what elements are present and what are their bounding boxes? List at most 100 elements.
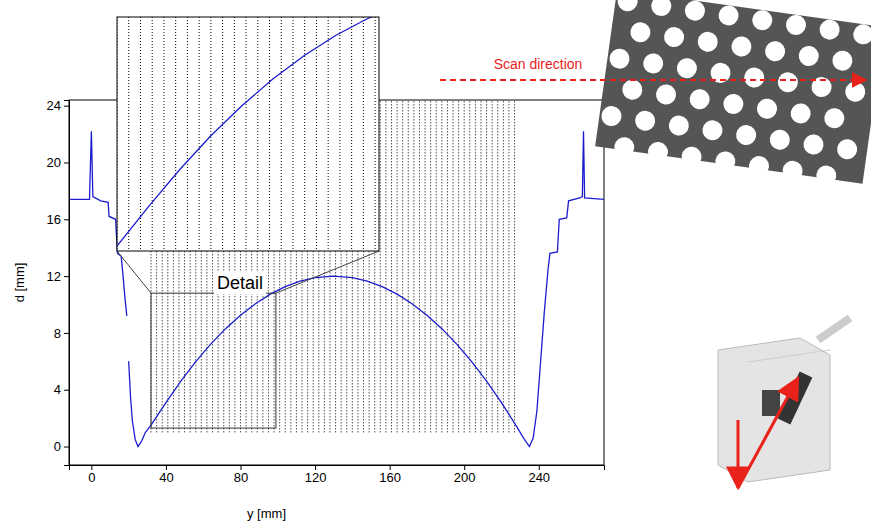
y-axis: 04812162024 bbox=[47, 98, 70, 465]
connector bbox=[117, 251, 151, 293]
hole bbox=[634, 110, 657, 133]
hole-line bbox=[508, 100, 509, 432]
inset-hole-line bbox=[339, 17, 340, 251]
hole-line bbox=[480, 100, 481, 432]
y-tick-mark bbox=[64, 333, 69, 334]
hole bbox=[680, 145, 703, 168]
connector bbox=[276, 251, 379, 293]
hole bbox=[802, 133, 825, 156]
y-tick: 4 bbox=[54, 382, 69, 397]
inset-hole-line bbox=[351, 17, 352, 251]
hole bbox=[684, 0, 707, 22]
laser-arrow bbox=[737, 420, 740, 488]
hole bbox=[797, 45, 820, 68]
detail-label: Detail bbox=[217, 273, 263, 293]
y-tick-label: 8 bbox=[54, 326, 61, 341]
hole bbox=[735, 124, 758, 147]
hole bbox=[781, 160, 804, 183]
hole bbox=[722, 93, 745, 116]
x-tick: 160 bbox=[379, 465, 401, 485]
hole-line bbox=[497, 100, 498, 432]
y-tick-mark bbox=[64, 162, 69, 163]
hole-line bbox=[408, 100, 409, 432]
hole bbox=[696, 30, 719, 53]
hole-line bbox=[475, 100, 476, 432]
y-axis-line bbox=[64, 101, 70, 466]
sensor-body bbox=[718, 338, 830, 482]
hole bbox=[769, 128, 792, 151]
inset-hole-line bbox=[316, 17, 317, 251]
y-axis-title: d [mm] bbox=[12, 263, 27, 303]
hole-line bbox=[402, 100, 403, 432]
y-tick-mark bbox=[64, 276, 69, 277]
inset-hole-line bbox=[234, 17, 235, 251]
y-tick: 20 bbox=[47, 155, 69, 170]
hole bbox=[613, 136, 636, 159]
x-tick: 40 bbox=[159, 465, 173, 485]
hole bbox=[616, 0, 639, 13]
x-tick-label: 40 bbox=[159, 470, 173, 485]
hole bbox=[831, 49, 854, 72]
x-tick-label: 120 bbox=[305, 470, 327, 485]
inset-hole-line bbox=[152, 17, 153, 251]
hole-line bbox=[430, 100, 431, 432]
y-tick-label: 4 bbox=[54, 382, 61, 397]
hole bbox=[748, 155, 771, 178]
y-tick: 24 bbox=[47, 98, 69, 113]
hole bbox=[608, 47, 631, 70]
plate-illustration bbox=[594, 0, 871, 191]
reflect-arrow bbox=[738, 378, 798, 488]
hole-line bbox=[419, 100, 420, 432]
x-axis-title: y [mm] bbox=[247, 506, 286, 521]
inset-hole-line bbox=[128, 17, 129, 251]
x-tick-label: 240 bbox=[528, 470, 550, 485]
hole-line bbox=[397, 100, 398, 432]
sensor-illustration bbox=[718, 318, 850, 488]
x-tick-label: 200 bbox=[454, 470, 476, 485]
hole-line bbox=[492, 100, 493, 432]
x-axis: 0 40 80 120 160 200 240 bbox=[70, 465, 605, 485]
inset-hole-line bbox=[222, 17, 223, 251]
hole bbox=[836, 138, 859, 161]
sensor-lens bbox=[778, 371, 813, 424]
inset-hole-line bbox=[328, 17, 329, 251]
hole bbox=[818, 18, 841, 41]
hole-line bbox=[441, 100, 442, 432]
hole bbox=[688, 88, 711, 111]
hole-line bbox=[425, 100, 426, 432]
sensor-window bbox=[762, 390, 780, 416]
hole-line bbox=[436, 100, 437, 432]
y-tick-label: 20 bbox=[47, 155, 61, 170]
detail-box bbox=[151, 293, 276, 428]
hole bbox=[852, 23, 871, 46]
hole bbox=[629, 21, 652, 44]
x-tick: 0 bbox=[88, 465, 95, 485]
inset-hole-line bbox=[187, 17, 188, 251]
hole bbox=[701, 119, 724, 142]
x-tick-label: 80 bbox=[234, 470, 248, 485]
inset-hole-line bbox=[257, 17, 258, 251]
hole bbox=[600, 105, 623, 128]
y-tick: 8 bbox=[54, 326, 69, 341]
hole bbox=[730, 35, 753, 58]
hole-line bbox=[458, 100, 459, 432]
hole-line bbox=[469, 100, 470, 432]
plate bbox=[595, 0, 871, 184]
x-tick-label: 160 bbox=[379, 470, 401, 485]
hole bbox=[668, 114, 691, 137]
x-tick: 240 bbox=[528, 465, 550, 485]
hole bbox=[823, 107, 846, 130]
chart: 0408012016020024004812162024y [mm]d [mm]… bbox=[0, 0, 871, 531]
x-tick: 80 bbox=[234, 465, 248, 485]
inset-hole-line bbox=[163, 17, 164, 251]
inset-hole-line bbox=[363, 17, 364, 251]
label-patch bbox=[214, 272, 266, 294]
sensor-edge bbox=[748, 350, 830, 362]
hole bbox=[751, 9, 774, 32]
y-tick-mark bbox=[64, 219, 69, 220]
inset-hole-line bbox=[292, 17, 293, 251]
y-tick-mark bbox=[64, 447, 69, 448]
hole bbox=[663, 26, 686, 49]
inset-hole-line bbox=[375, 17, 376, 251]
y-tick: 16 bbox=[47, 212, 69, 227]
